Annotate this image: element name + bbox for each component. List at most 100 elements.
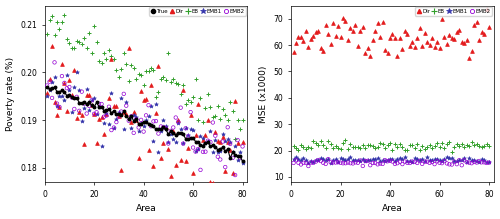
Point bbox=[356, 159, 364, 162]
Point bbox=[144, 103, 152, 107]
Point bbox=[354, 145, 362, 149]
Point bbox=[105, 48, 113, 52]
Point bbox=[310, 161, 318, 164]
Point bbox=[221, 140, 229, 143]
Point bbox=[164, 147, 172, 150]
Point bbox=[115, 114, 123, 118]
Point bbox=[332, 144, 340, 148]
Point bbox=[438, 141, 446, 145]
Point bbox=[462, 160, 470, 164]
Point bbox=[478, 161, 486, 164]
Point bbox=[78, 90, 86, 93]
Point bbox=[433, 41, 441, 44]
Point bbox=[450, 37, 458, 41]
Point bbox=[465, 144, 473, 147]
Point bbox=[102, 57, 110, 61]
Point bbox=[304, 164, 312, 168]
Point bbox=[194, 147, 202, 151]
Point bbox=[212, 130, 220, 134]
Point bbox=[132, 118, 140, 122]
Point bbox=[443, 42, 451, 45]
Point bbox=[413, 157, 421, 161]
Point bbox=[300, 40, 308, 43]
Point bbox=[426, 143, 434, 147]
Point bbox=[212, 134, 220, 137]
Point bbox=[82, 112, 90, 115]
Point bbox=[359, 26, 367, 29]
Point bbox=[214, 150, 222, 154]
Point bbox=[140, 83, 147, 87]
Point bbox=[478, 30, 486, 34]
Point bbox=[440, 35, 448, 39]
Point bbox=[238, 145, 246, 148]
Point bbox=[334, 25, 342, 28]
Point bbox=[297, 143, 305, 147]
Point bbox=[334, 160, 342, 164]
Point bbox=[167, 132, 175, 135]
Point bbox=[80, 106, 88, 110]
Point bbox=[362, 52, 370, 55]
Point bbox=[48, 80, 56, 84]
Point bbox=[127, 115, 135, 118]
Point bbox=[368, 38, 376, 41]
Point bbox=[413, 142, 421, 145]
Point bbox=[317, 140, 325, 143]
Point bbox=[162, 124, 170, 128]
Point bbox=[184, 135, 192, 138]
Point bbox=[209, 116, 217, 119]
Point bbox=[386, 142, 394, 145]
Point bbox=[423, 40, 431, 44]
Point bbox=[428, 36, 436, 40]
Point bbox=[319, 158, 327, 161]
Point bbox=[418, 144, 426, 147]
Point bbox=[440, 157, 448, 161]
Point bbox=[221, 165, 229, 169]
Point bbox=[73, 95, 81, 99]
Point bbox=[312, 160, 320, 163]
Point bbox=[404, 148, 411, 151]
Point bbox=[236, 151, 244, 154]
Point bbox=[359, 143, 367, 147]
Point bbox=[386, 158, 394, 161]
Point bbox=[428, 158, 436, 161]
Point bbox=[440, 147, 448, 150]
Point bbox=[326, 161, 334, 164]
Point bbox=[440, 159, 448, 163]
Point bbox=[110, 104, 118, 108]
Point bbox=[152, 111, 160, 114]
Point bbox=[446, 34, 454, 37]
Point bbox=[448, 37, 456, 40]
Point bbox=[179, 83, 187, 87]
Point bbox=[219, 136, 227, 139]
Point bbox=[63, 37, 71, 41]
Point bbox=[73, 39, 81, 43]
Point bbox=[216, 158, 224, 161]
Point bbox=[102, 113, 110, 116]
Point bbox=[82, 94, 90, 97]
Point bbox=[142, 69, 150, 72]
Point bbox=[416, 148, 424, 152]
Point bbox=[448, 156, 456, 159]
Point bbox=[170, 138, 177, 141]
Point bbox=[468, 161, 475, 165]
Point bbox=[100, 115, 108, 118]
Point bbox=[304, 45, 312, 49]
Point bbox=[475, 38, 483, 41]
Point bbox=[78, 120, 86, 123]
Point bbox=[371, 161, 379, 165]
Point bbox=[100, 51, 108, 54]
Point bbox=[142, 118, 150, 122]
Point bbox=[482, 7, 490, 11]
Point bbox=[418, 44, 426, 48]
Point bbox=[98, 144, 106, 147]
Point bbox=[228, 156, 236, 160]
Point bbox=[329, 158, 337, 161]
Point bbox=[147, 66, 155, 70]
Point bbox=[326, 142, 334, 146]
Point bbox=[336, 147, 344, 151]
Point bbox=[458, 158, 466, 161]
Point bbox=[56, 27, 64, 30]
Point bbox=[470, 160, 478, 164]
Point bbox=[391, 159, 399, 163]
Point bbox=[234, 138, 241, 142]
